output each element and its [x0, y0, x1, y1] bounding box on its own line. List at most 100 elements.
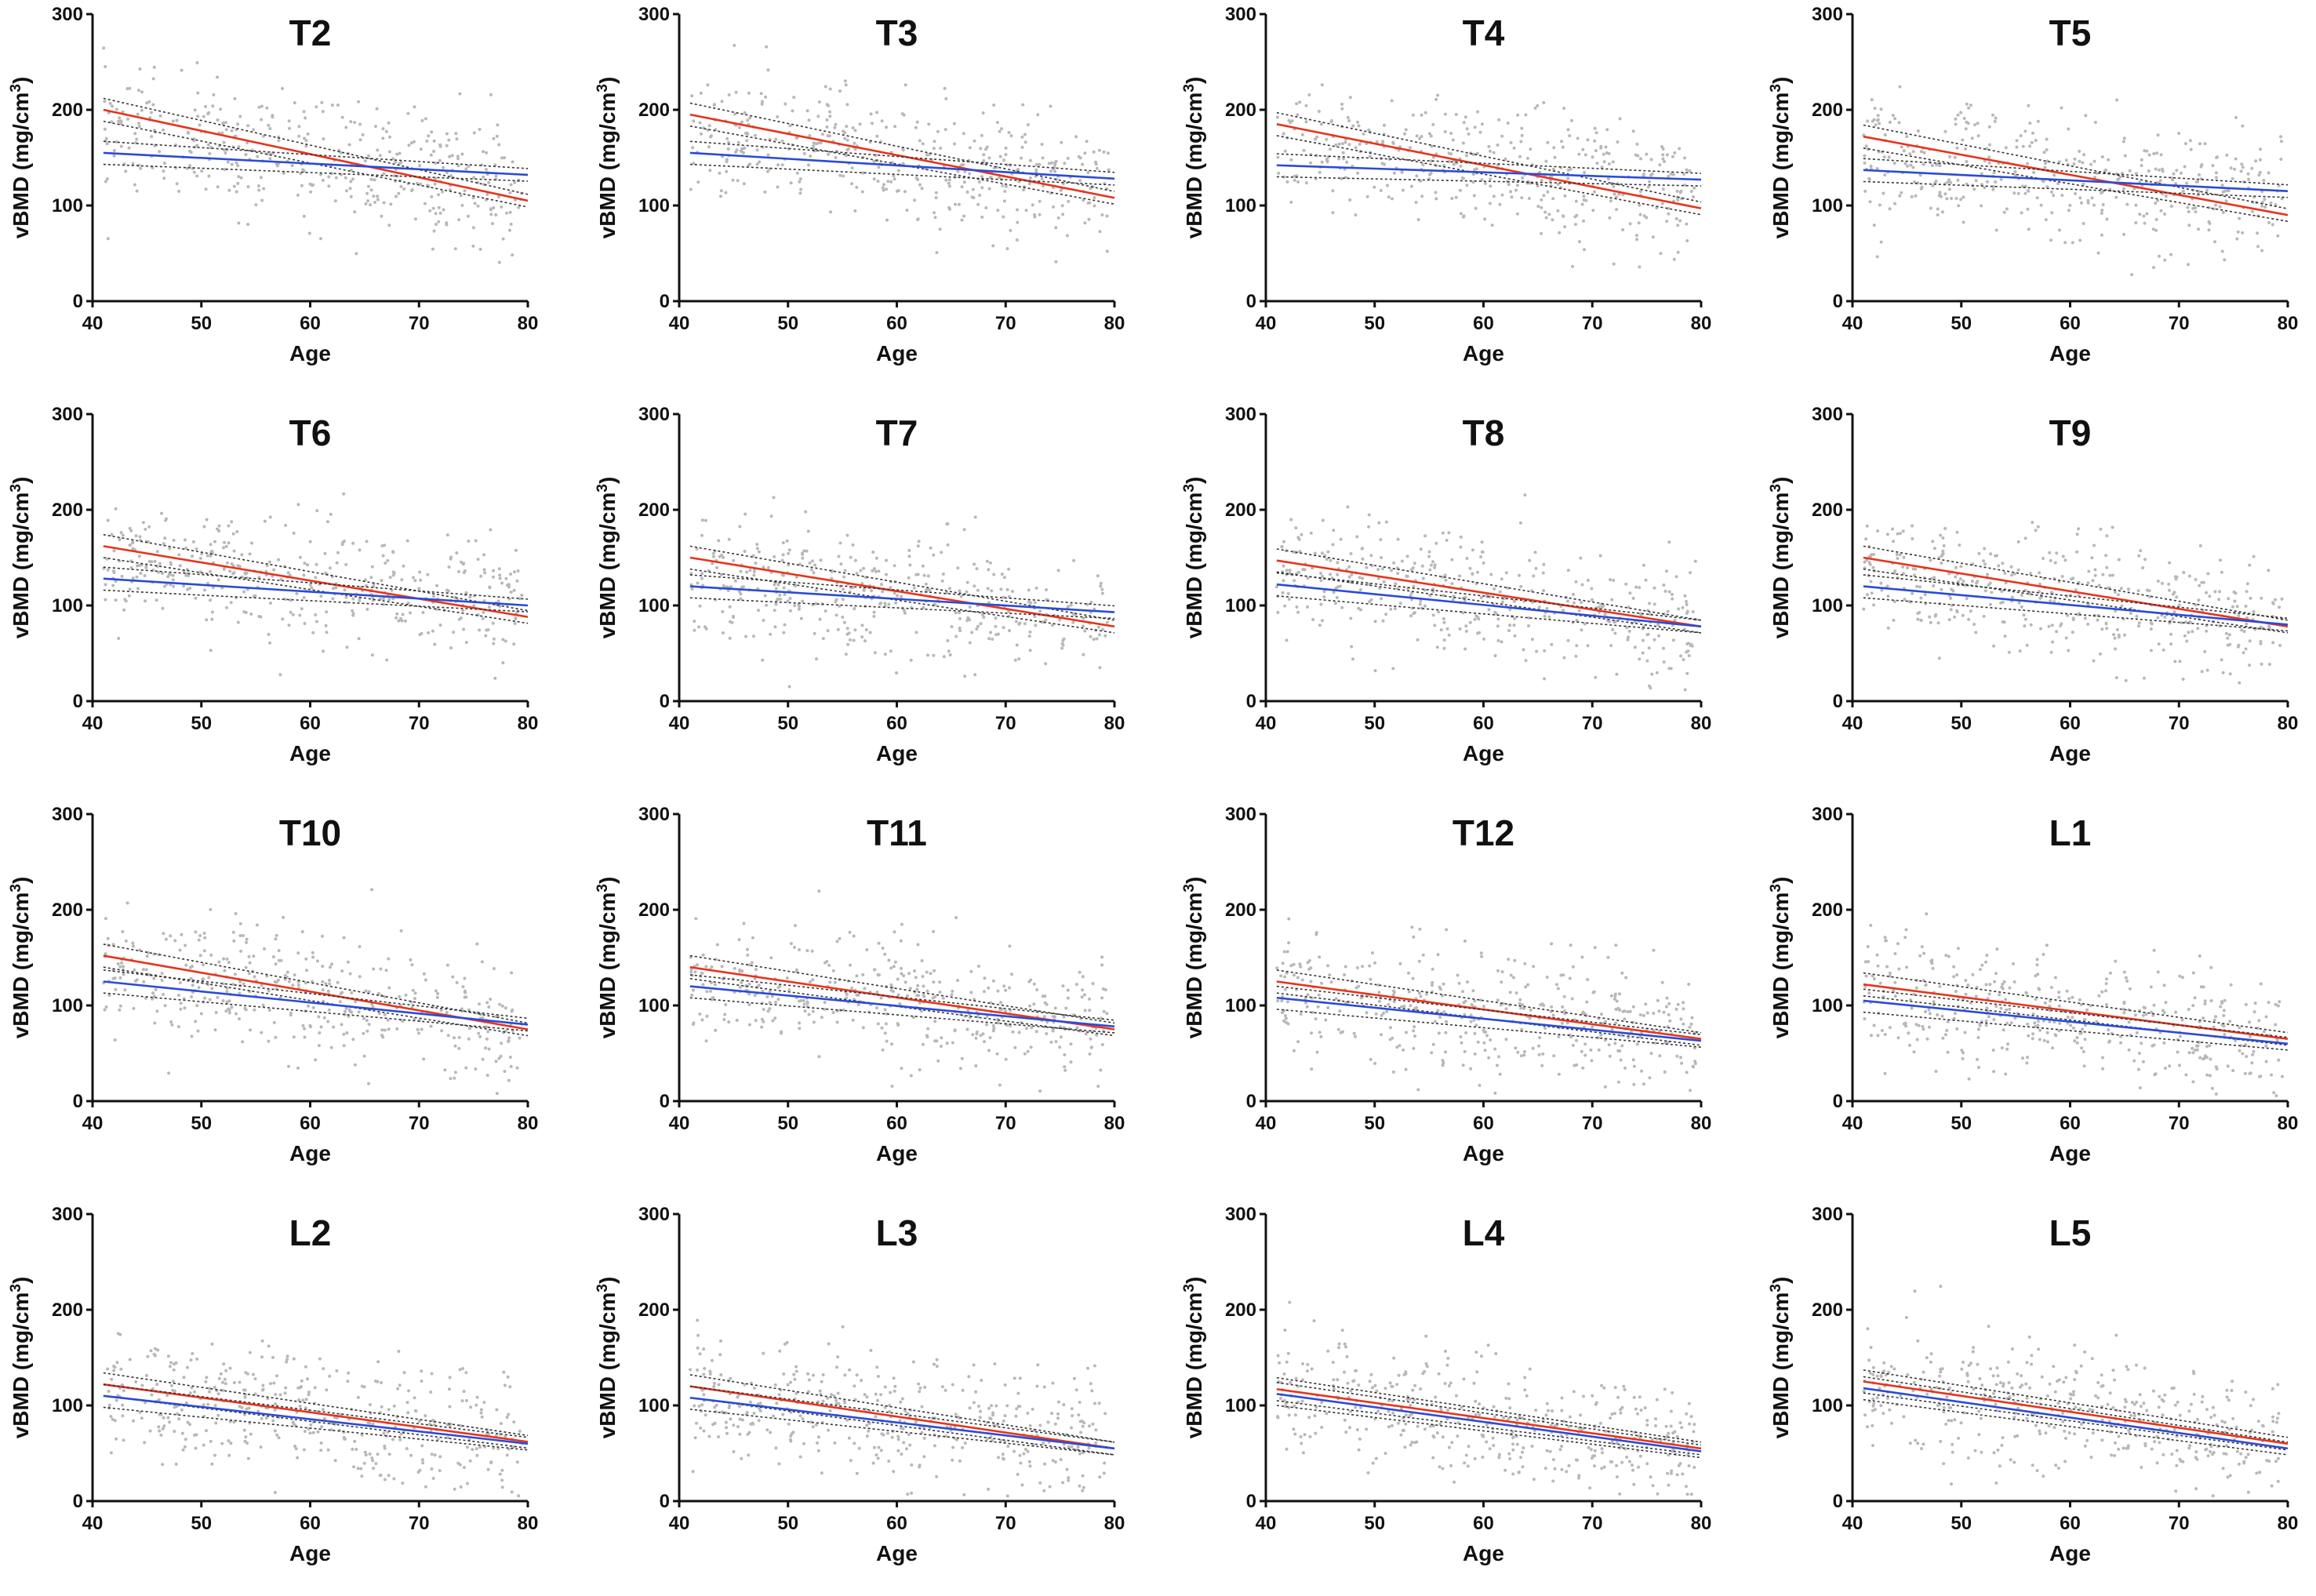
- data-point: [389, 202, 393, 206]
- data-point: [1063, 162, 1067, 165]
- data-point: [1520, 126, 1524, 130]
- data-point: [2245, 582, 2249, 586]
- data-point: [841, 615, 845, 619]
- data-point: [2093, 568, 2097, 572]
- data-point: [137, 554, 141, 558]
- data-point: [1461, 611, 1465, 615]
- data-point: [762, 619, 765, 622]
- y-tick-label: 300: [52, 4, 83, 25]
- data-point: [489, 998, 493, 1001]
- data-point: [429, 1024, 433, 1028]
- data-point: [1415, 174, 1419, 178]
- data-point: [711, 551, 715, 555]
- y-tick-label: 100: [1812, 595, 1843, 616]
- data-point: [243, 571, 247, 575]
- data-point: [850, 166, 854, 170]
- y-axis-label: vBMD (mg/cm3): [594, 477, 620, 639]
- data-point: [1100, 591, 1104, 595]
- data-point: [471, 196, 475, 200]
- data-point: [773, 609, 776, 613]
- data-point: [1412, 935, 1416, 939]
- data-point: [1544, 159, 1548, 163]
- data-point: [225, 957, 229, 961]
- data-point: [177, 190, 181, 193]
- data-point: [123, 988, 127, 992]
- panel-title: T11: [867, 813, 927, 853]
- data-point: [2010, 573, 2014, 577]
- data-point: [860, 635, 864, 639]
- data-point: [2152, 152, 2156, 155]
- data-point: [479, 1012, 483, 1016]
- data-point: [1083, 221, 1087, 225]
- data-point: [108, 101, 112, 105]
- data-point: [2197, 598, 2201, 602]
- data-point: [1355, 535, 1359, 539]
- data-point: [464, 591, 468, 594]
- data-point: [1420, 113, 1423, 117]
- data-point: [1569, 118, 1573, 122]
- data-point: [1489, 149, 1492, 153]
- data-point: [1916, 617, 1920, 621]
- data-point: [358, 598, 362, 602]
- data-point: [781, 553, 785, 557]
- data-point: [2155, 151, 2159, 155]
- data-point: [787, 563, 791, 567]
- data-point: [1909, 163, 1913, 167]
- data-point: [1431, 560, 1435, 564]
- data-point: [168, 547, 172, 551]
- data-point: [1065, 234, 1069, 238]
- data-point: [1082, 653, 1085, 656]
- data-point: [1411, 976, 1415, 980]
- data-point: [236, 122, 240, 126]
- data-point: [227, 999, 231, 1003]
- data-point: [2244, 647, 2248, 651]
- data-point: [290, 164, 294, 168]
- data-point: [247, 954, 251, 958]
- data-point: [976, 624, 980, 628]
- data-point: [334, 176, 338, 180]
- data-point: [295, 592, 299, 595]
- data-point: [1362, 132, 1365, 136]
- data-point: [855, 185, 859, 189]
- data-point: [1628, 222, 1632, 226]
- x-tick-label: 80: [2278, 313, 2299, 334]
- data-point: [2171, 592, 2175, 596]
- data-point: [2052, 173, 2056, 177]
- data-point: [509, 183, 513, 187]
- data-point: [140, 90, 144, 94]
- data-point: [1033, 601, 1037, 605]
- data-point: [834, 598, 838, 602]
- data-point: [427, 134, 431, 138]
- data-point: [992, 1027, 996, 1031]
- data-point: [754, 968, 758, 972]
- data-point: [2086, 622, 2090, 626]
- data-point: [163, 1004, 167, 1008]
- data-point: [1050, 623, 1054, 627]
- data-point: [512, 642, 516, 646]
- x-tick-label: 80: [1104, 713, 1125, 734]
- data-point: [1631, 129, 1635, 133]
- data-point: [1315, 135, 1319, 139]
- data-point: [1360, 547, 1364, 551]
- data-point: [989, 176, 993, 180]
- data-point: [1674, 575, 1678, 579]
- data-point: [150, 111, 153, 115]
- data-point: [122, 965, 125, 969]
- data-point: [507, 1078, 511, 1082]
- y-tick-label: 200: [1812, 100, 1843, 121]
- data-point: [1054, 177, 1058, 181]
- data-point: [885, 187, 888, 191]
- data-point: [374, 125, 377, 129]
- data-point: [1088, 1009, 1092, 1012]
- data-point: [1616, 1080, 1620, 1084]
- data-point: [123, 598, 127, 602]
- data-point: [191, 983, 195, 987]
- data-point: [2026, 189, 2030, 193]
- data-point: [367, 154, 370, 158]
- data-point: [738, 985, 742, 989]
- data-point: [1946, 180, 1950, 184]
- data-point: [845, 125, 849, 129]
- data-point: [2081, 161, 2085, 165]
- data-point: [268, 157, 272, 161]
- data-point: [2191, 206, 2195, 210]
